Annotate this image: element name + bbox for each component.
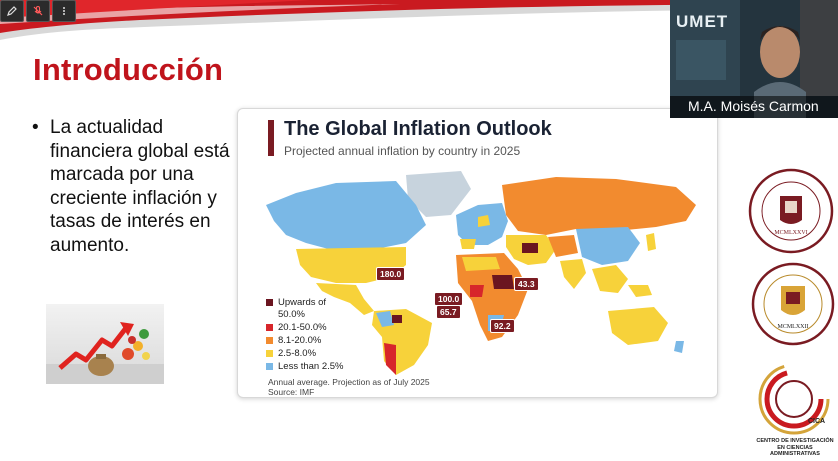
legend-swatch: [266, 299, 273, 306]
university-year: MCMLXXVI: [774, 230, 807, 236]
legend-swatch: [266, 324, 273, 331]
infographic-footnote: Annual average. Projection as of July 20…: [268, 377, 430, 397]
speaker-video-tile[interactable]: UMET M.A. Moisés Carmon: [670, 0, 838, 118]
legend-swatch: [266, 337, 273, 344]
footnote-text: Annual average. Projection as of July 20…: [268, 377, 430, 387]
inflation-legend: Upwards of 50.0% 20.1-50.0% 8.1-20.0% 2.…: [266, 297, 344, 374]
cica-caption: CENTRO DE INVESTIGACIÓN EN CIENCIAS ADMI…: [756, 438, 834, 457]
cica-logo: CICA: [756, 362, 832, 441]
world-inflation-map: [266, 171, 696, 375]
legend-item: 8.1-20.0%: [266, 335, 344, 347]
callout-central-africa: 65.7: [436, 305, 461, 319]
faculty-seal-logo: MCMLXXII: [750, 262, 836, 351]
callout-venezuela: 180.0: [376, 267, 406, 281]
legend-item: Less than 2.5%: [266, 361, 344, 373]
legend-label: Less than 2.5%: [278, 361, 344, 372]
umet-logo: UMET: [676, 12, 729, 31]
infographic-title: The Global Inflation Outlook: [284, 118, 552, 140]
legend-label: 8.1-20.0%: [278, 335, 322, 346]
inflation-thumbnail-image: [46, 304, 164, 384]
slide-title: Introducción: [33, 52, 224, 87]
legend-label: 2.5-8.0%: [278, 348, 317, 359]
legend-label: 20.1-50.0%: [278, 322, 327, 333]
callout-east-africa: 92.2: [490, 319, 515, 333]
legend-label: Upwards of 50.0%: [278, 297, 327, 320]
legend-item: 20.1-50.0%: [266, 322, 344, 334]
top-decorative-band: [0, 0, 838, 46]
callout-turkey-region: 100.0: [434, 292, 464, 306]
speaker-name: M.A. Moisés Carmon: [688, 98, 819, 114]
callout-middle-east: 43.3: [514, 277, 539, 291]
title-accent-bar: [268, 120, 274, 156]
cica-name: CICA: [808, 418, 825, 425]
legend-swatch: [266, 350, 273, 357]
card-reflection: [255, 400, 555, 440]
university-seal-logo: MCMLXXVI: [748, 168, 834, 259]
bullet-text: La actualidad financiera global está mar…: [50, 117, 230, 256]
infographic-subtitle: Projected annual inflation by country in…: [284, 144, 521, 158]
pen-icon[interactable]: [0, 0, 24, 22]
legend-item: Upwards of 50.0%: [266, 297, 344, 321]
bullet-dot: •: [32, 117, 39, 138]
source-text: Source: IMF: [268, 387, 315, 397]
speaker-name-bar: [670, 96, 838, 118]
faculty-year: MCMLXXII: [778, 324, 809, 330]
inflation-infographic: The Global Inflation Outlook Projected a…: [237, 108, 718, 398]
meeting-toolbar: [0, 0, 76, 22]
bullet-point: • La actualidad financiera global está m…: [32, 116, 232, 257]
more-icon[interactable]: [52, 0, 76, 22]
mic-muted-icon[interactable]: [26, 0, 50, 22]
legend-swatch: [266, 363, 273, 370]
legend-item: 2.5-8.0%: [266, 348, 344, 360]
